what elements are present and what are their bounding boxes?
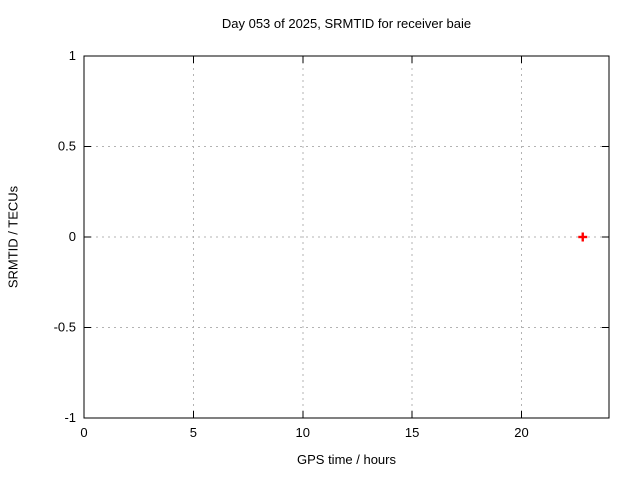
x-tick-label: 0 (80, 425, 87, 440)
y-tick-label: -1 (64, 410, 76, 425)
x-tick-label: 5 (190, 425, 197, 440)
y-tick-label: 0.5 (58, 139, 76, 154)
x-tick-label: 15 (405, 425, 419, 440)
x-tick-label: 20 (514, 425, 528, 440)
y-tick-label: 1 (69, 48, 76, 63)
plot-border (83, 55, 610, 419)
y-tick-label: -0.5 (54, 320, 76, 335)
chart-title: Day 053 of 2025, SRMTID for receiver bai… (221, 16, 472, 31)
y-tick-label: 0 (69, 229, 76, 244)
x-tick-label: 10 (296, 425, 310, 440)
x-axis-label: GPS time / hours (297, 452, 396, 467)
y-axis-label: SRMTID / TECUs (5, 185, 21, 289)
